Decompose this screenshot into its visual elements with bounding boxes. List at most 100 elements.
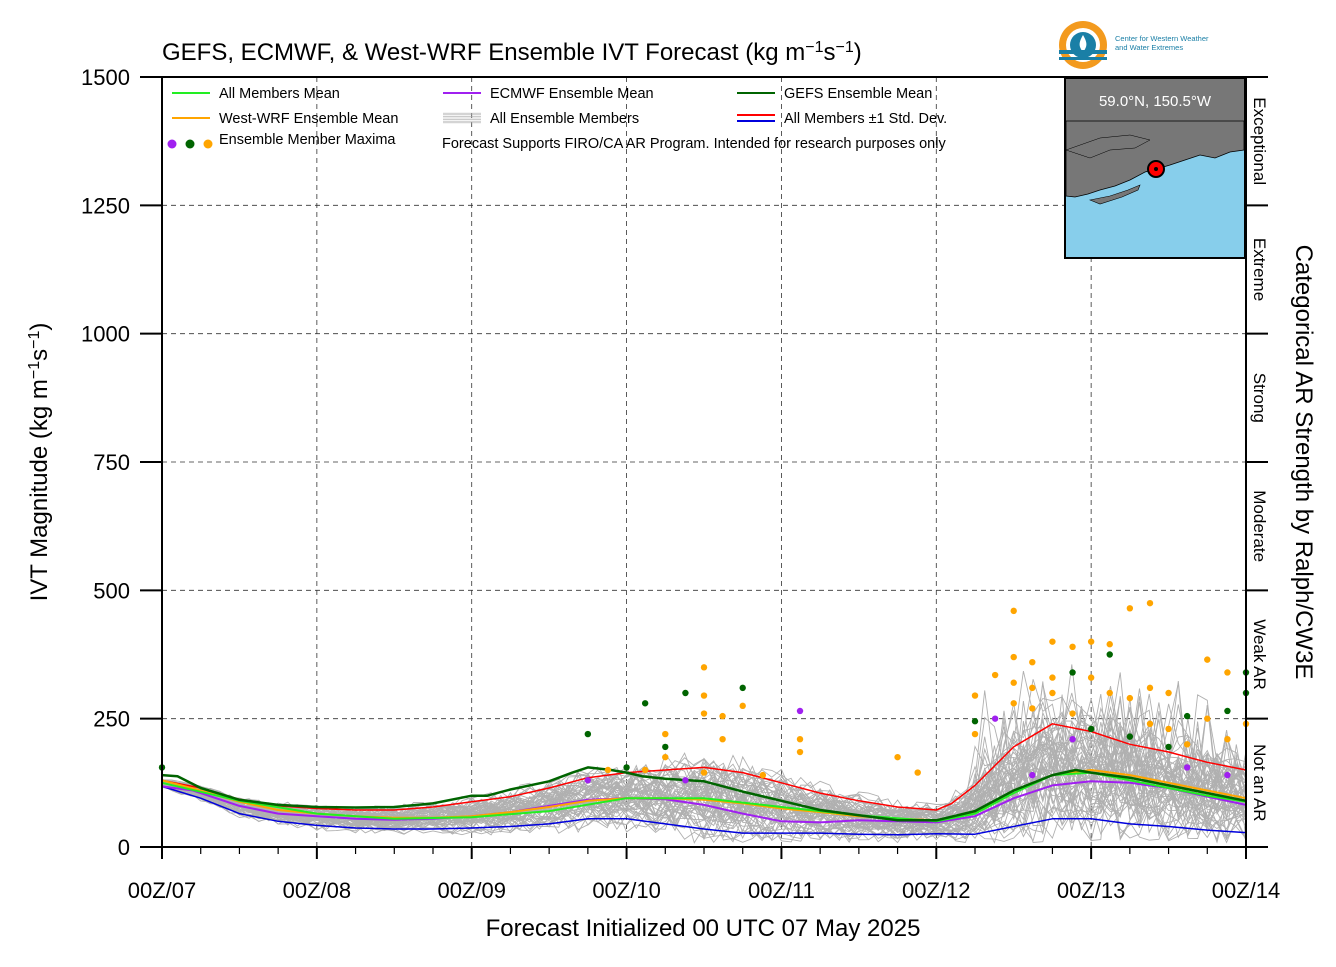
maxima-point [991,715,999,722]
maxima-point [719,712,726,720]
legend-label: GEFS Ensemble Mean [784,86,932,102]
maxima-point [662,730,669,738]
maxima-point [1146,720,1154,727]
x-axis-label: Forecast Initialized 00 UTC 07 May 2025 [486,915,921,942]
maxima-point [1224,771,1231,779]
maxima-point [1069,643,1076,650]
maxima-point [1183,741,1191,748]
maxima-point [1224,669,1231,676]
maxima-point [1183,712,1191,720]
maxima-point [1106,689,1113,697]
ensemble-member-line [161,739,1247,842]
ensemble-member-line [161,718,1247,830]
category-label: Strong [1250,373,1269,423]
y-tick-label: 1500 [81,65,130,90]
maxima-point [604,766,612,774]
x-tick-label: 00Z/09 [437,878,506,903]
maxima-point [796,748,804,756]
ensemble-member-line [161,754,1247,844]
legend-dot [185,139,195,149]
category-label: Not an AR [1250,744,1269,822]
y-axis: 0 250 500 750 1000 1250 1500 [81,65,162,860]
maxima-point [1069,736,1076,743]
maxima-point [1183,764,1191,771]
series-all-members-1-std-dev [161,785,1247,836]
y-tick-label: 500 [93,578,130,603]
maxima-point [1146,684,1154,692]
maxima-point [641,700,649,707]
maxima-point [796,736,804,743]
x-tick-label: 00Z/11 [748,878,815,903]
maxima-point [1204,656,1211,663]
legend-dot [167,139,177,149]
maxima-point [894,753,901,761]
maxima-point [1029,771,1036,779]
maxima-point [662,743,669,751]
maxima-point [1106,651,1113,658]
y-tick-label: 0 [118,835,130,860]
y-tick-label: 750 [93,450,130,475]
category-label: Extreme [1250,238,1269,301]
maxima-point [682,689,689,697]
maxima-point [1224,736,1231,743]
maxima-point [739,702,746,710]
series-gefs-ensemble-mean [161,766,1247,822]
maxima-point [662,753,669,761]
y-axis-label: IVT Magnitude (kg m−1s−1) [26,323,54,602]
location-inset: 59.0°N, 150.5°W [1064,77,1246,259]
maxima-point [1010,700,1017,707]
maxima-point [991,671,999,679]
x-tick-label: 00Z/14 [1212,878,1281,903]
ar-categories: Not an AR Weak AR Moderate Strong Extreme Exc… [1246,76,1269,848]
maxima-point [584,730,592,738]
legend-label: All Members Mean [219,86,340,102]
y-tick-label: 1000 [81,322,130,347]
maxima-point [739,684,746,692]
maxima-points [158,599,1250,784]
maxima-point [1049,638,1056,645]
maxima-point [1165,725,1172,733]
legend: All Members Mean ECMWF Ensemble Mean GEFS … [167,86,947,152]
maxima-point [971,718,979,725]
maxima-point [796,707,804,715]
maxima-point [759,771,767,779]
legend-label: West-WRF Ensemble Mean [219,111,398,127]
ensemble-member-line [161,742,1247,834]
maxima-point [1126,605,1134,612]
maxima-point [1126,733,1134,740]
legend-dot [203,139,213,149]
maxima-point [914,769,921,776]
maxima-point [971,692,979,699]
logo-line2: and Water Extremes [1115,43,1183,52]
ensemble-member-line [161,743,1247,832]
legend-label: ECMWF Ensemble Mean [490,86,654,102]
series-ecmwf-ensemble-mean [161,780,1247,824]
x-axis: 00Z/07 00Z/08 00Z/09 00Z/10 00Z/11 00Z/12 00Z/… [128,847,1281,903]
maxima-point [700,710,708,717]
maxima-point [1010,679,1017,686]
maxima-point [1069,669,1076,676]
maxima-point [1204,715,1211,722]
y-tick-label: 1250 [81,193,130,218]
maxima-point [1029,684,1036,692]
maxima-point [700,664,708,671]
category-label: Exceptional [1250,97,1269,185]
maxima-point [682,777,689,784]
legend-note: Forecast Supports FIRO/CA AR Program. In… [442,136,946,152]
maxima-point [700,769,708,776]
y-tick-label: 250 [93,707,130,732]
category-label: Moderate [1250,490,1269,562]
maxima-point [1029,705,1036,712]
inset-location-label: 59.0°N, 150.5°W [1099,93,1212,110]
right-axis-label: Categorical AR Strength by Ralph/CW3E [1290,245,1317,680]
x-tick-label: 00Z/12 [902,878,971,903]
maxima-point [1049,674,1056,681]
x-tick-label: 00Z/07 [128,878,197,903]
maxima-point [1087,638,1095,645]
cw3e-logo: Center for Western Weather and Water Ext… [1059,21,1209,69]
maxima-point [1146,599,1154,607]
maxima-point [1069,710,1076,717]
x-tick-label: 00Z/10 [592,878,661,903]
ensemble-member-line [161,752,1247,831]
